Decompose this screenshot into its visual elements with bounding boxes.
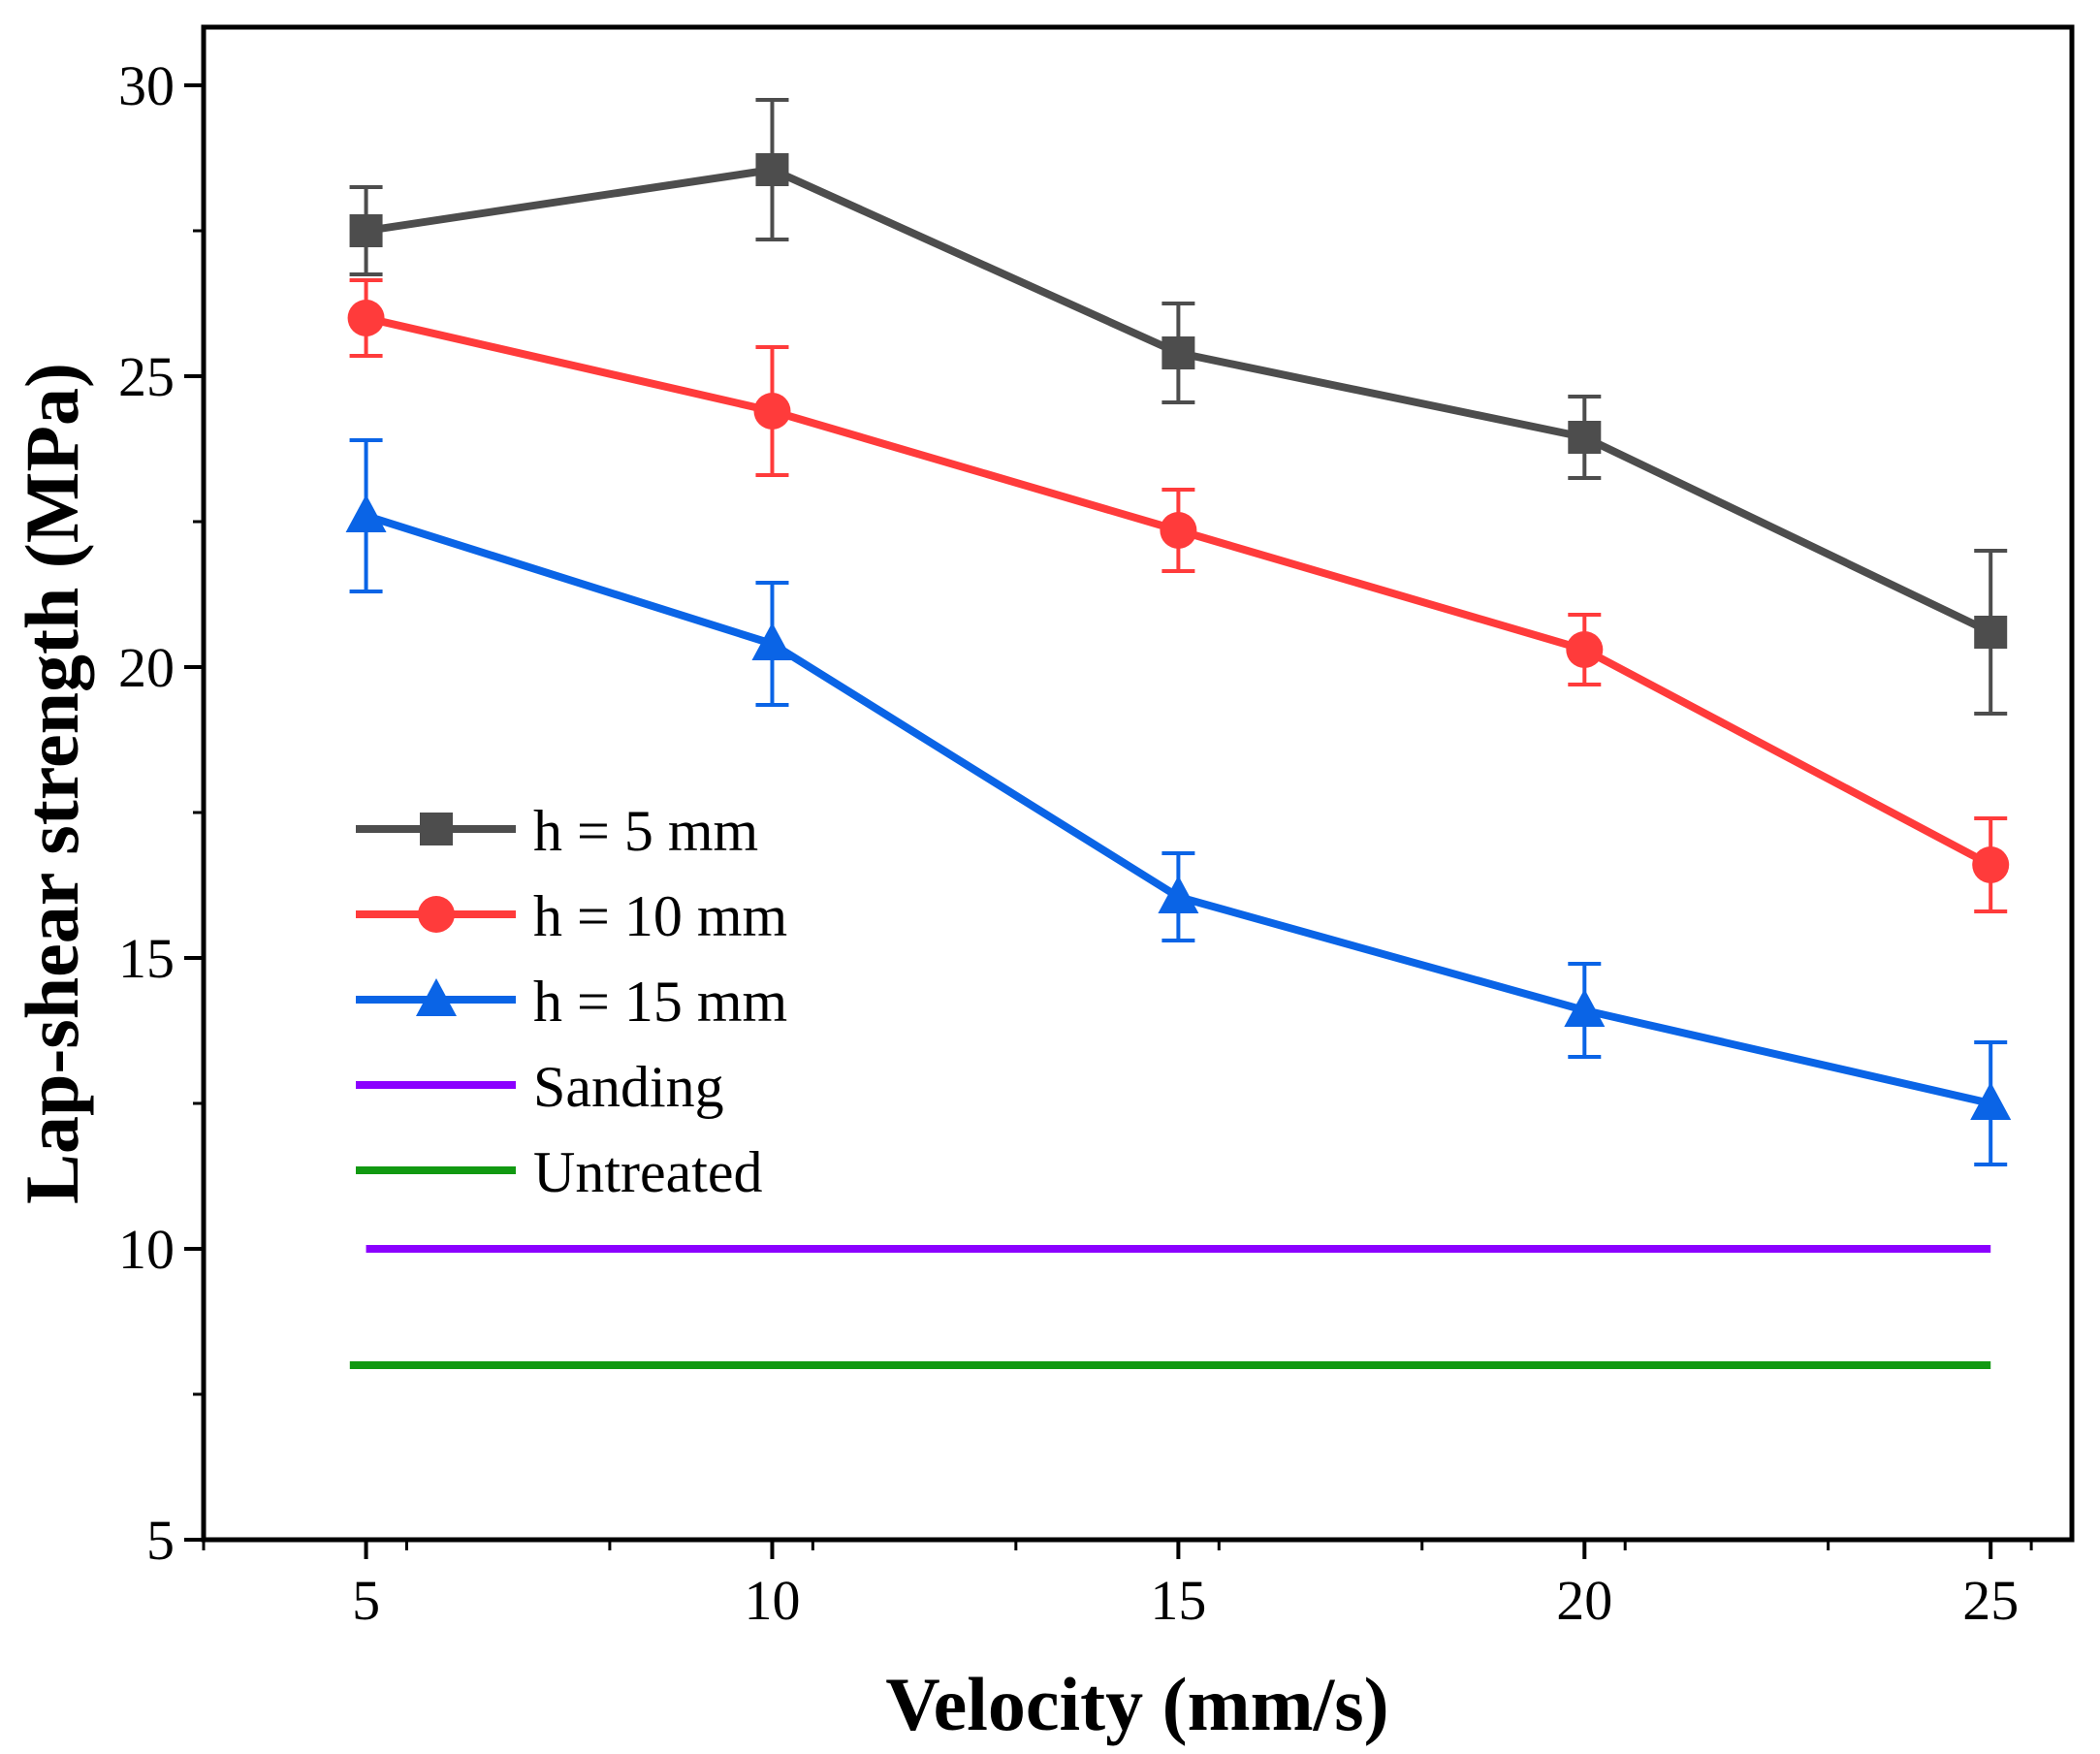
x-tick-label: 15: [1150, 1569, 1206, 1632]
y-tick-label: 15: [118, 927, 175, 990]
x-axis-title: Velocity (mm/s): [885, 1662, 1388, 1746]
y-tick-label: 10: [118, 1218, 175, 1281]
legend-label: h = 15 mm: [533, 970, 787, 1034]
legend-label: Sanding: [533, 1055, 724, 1119]
series-2: [347, 278, 2010, 913]
legend-item-untreated: Untreated: [356, 1140, 763, 1204]
y-tick-label: 30: [118, 54, 175, 117]
data-point: [1566, 631, 1604, 668]
x-tick-label: 5: [352, 1569, 380, 1632]
x-tick-label: 20: [1556, 1569, 1612, 1632]
legend-marker: [416, 978, 457, 1016]
legend-item-sanding: Sanding: [356, 1055, 724, 1119]
reference-lines: [349, 1245, 1991, 1369]
legend-item-h-10-mm: h = 10 mm: [356, 884, 787, 948]
data-point: [349, 214, 383, 247]
y-axis-title: Lap-shear strength (MPa): [10, 363, 94, 1204]
data-point: [1970, 1082, 2012, 1120]
series-1: [349, 98, 2008, 716]
legend-marker: [420, 813, 453, 845]
legend: h = 5 mm h = 10 mm h = 15 mm Sanding Untreat…: [356, 799, 787, 1204]
data-point: [1972, 846, 2010, 883]
data-point: [751, 622, 793, 660]
x-tick-label: 25: [1962, 1569, 2019, 1632]
data-point: [347, 300, 385, 336]
plot-frame: [201, 24, 2075, 1543]
y-tick-label: 20: [118, 636, 175, 699]
y-tick-label: 5: [146, 1509, 175, 1572]
series-3: [345, 438, 2012, 1166]
y-tick-label: 25: [118, 345, 175, 408]
data-point: [1161, 336, 1195, 369]
legend-marker: [418, 896, 455, 933]
data-point: [1564, 989, 1606, 1027]
x-tick-label: 10: [744, 1569, 800, 1632]
axes: 5 10 15 20 25 5 10 15 20 25 30: [118, 54, 2033, 1632]
legend-item-h-5-mm: h = 5 mm: [356, 799, 758, 863]
legend-label: Untreated: [533, 1140, 763, 1204]
data-point: [1568, 421, 1602, 454]
legend-item-h-15-mm: h = 15 mm: [356, 970, 787, 1034]
legend-label: h = 5 mm: [533, 799, 758, 863]
data-point: [1974, 616, 2008, 649]
data-point: [753, 393, 791, 430]
data-point: [1158, 876, 1199, 913]
data-series: [345, 98, 2012, 1166]
legend-label: h = 10 mm: [533, 884, 787, 948]
data-point: [755, 153, 789, 186]
data-point: [345, 494, 387, 532]
data-point: [1160, 512, 1197, 549]
